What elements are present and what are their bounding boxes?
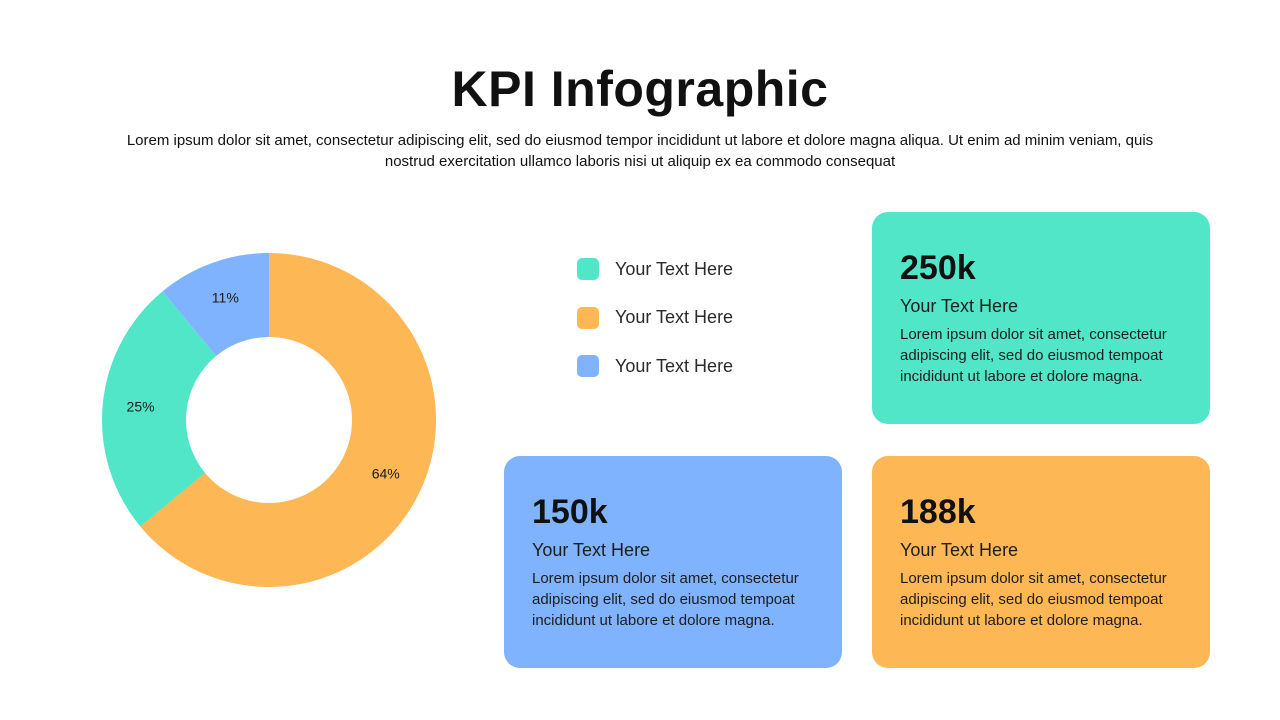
kpi-card-250k: 250k Your Text Here Lorem ipsum dolor si… <box>872 212 1210 424</box>
page-title: KPI Infographic <box>451 61 829 117</box>
donut-slice-label: 25% <box>127 399 155 415</box>
kpi-title: Your Text Here <box>532 540 651 560</box>
kpi-value: 150k <box>532 493 608 531</box>
donut-slice <box>162 253 269 357</box>
legend-swatch <box>577 355 599 377</box>
kpi-value: 188k <box>900 493 976 531</box>
donut-slice-label: 64% <box>372 466 400 482</box>
kpi-value: 250k <box>900 249 976 287</box>
legend-label: Your Text Here <box>615 307 734 327</box>
legend-swatch <box>577 258 599 280</box>
legend-item: Your Text Here <box>577 256 733 282</box>
legend-item: Your Text Here <box>577 353 733 379</box>
kpi-card-188k: 188k Your Text Here Lorem ipsum dolor si… <box>872 456 1210 668</box>
page-subtitle: Lorem ipsum dolor sit amet, consectetur … <box>126 132 1154 170</box>
kpi-title: Your Text Here <box>900 296 1019 316</box>
legend-swatch <box>577 306 599 329</box>
kpi-title: Your Text Here <box>900 540 1019 560</box>
chart-legend: Your Text Here Your Text Here Your Text … <box>577 256 733 402</box>
donut-chart: 64% 25% 11% <box>102 253 437 587</box>
legend-label: Your Text Here <box>615 258 734 279</box>
kpi-card-150k: 150k Your Text Here Lorem ipsum dolor si… <box>504 456 842 668</box>
kpi-description: Lorem ipsum dolor sit amet, consectetur … <box>900 326 1167 385</box>
donut-slice <box>102 291 217 527</box>
legend-label: Your Text Here <box>615 355 734 376</box>
donut-slice <box>140 253 437 587</box>
legend-item: Your Text Here <box>577 305 733 331</box>
donut-slice-label: 11% <box>212 289 239 305</box>
kpi-description: Lorem ipsum dolor sit amet, consectetur … <box>900 570 1167 629</box>
kpi-description: Lorem ipsum dolor sit amet, consectetur … <box>532 570 799 629</box>
